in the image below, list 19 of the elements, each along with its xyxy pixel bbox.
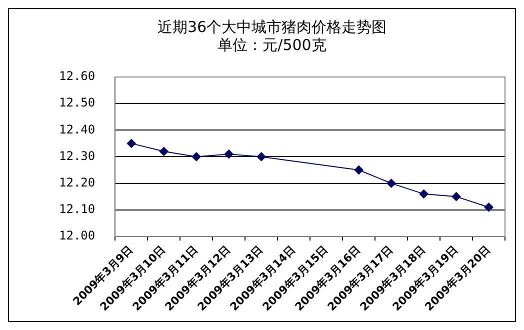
point	[126, 138, 136, 148]
point	[419, 189, 428, 198]
y-tick-label: 12.40	[59, 122, 96, 136]
y-tick-label: 12.50	[59, 96, 96, 110]
point	[484, 202, 494, 212]
point	[386, 178, 396, 188]
chart-title: 近期36个大中城市猪肉价格走势图	[157, 18, 387, 36]
y-tick-label: 12.10	[59, 202, 96, 216]
point	[224, 150, 234, 159]
y-tick-label: 12.60	[59, 69, 96, 84]
point	[354, 166, 364, 175]
chart-subtitle: 单位：元/500克	[218, 36, 326, 54]
point	[192, 152, 201, 162]
point	[159, 146, 168, 156]
point	[256, 152, 266, 162]
point	[452, 192, 461, 202]
y-tick-label: 12.30	[59, 148, 96, 163]
y-tick-label: 12.00	[59, 228, 96, 243]
y-tick-label: 12.20	[59, 175, 96, 190]
